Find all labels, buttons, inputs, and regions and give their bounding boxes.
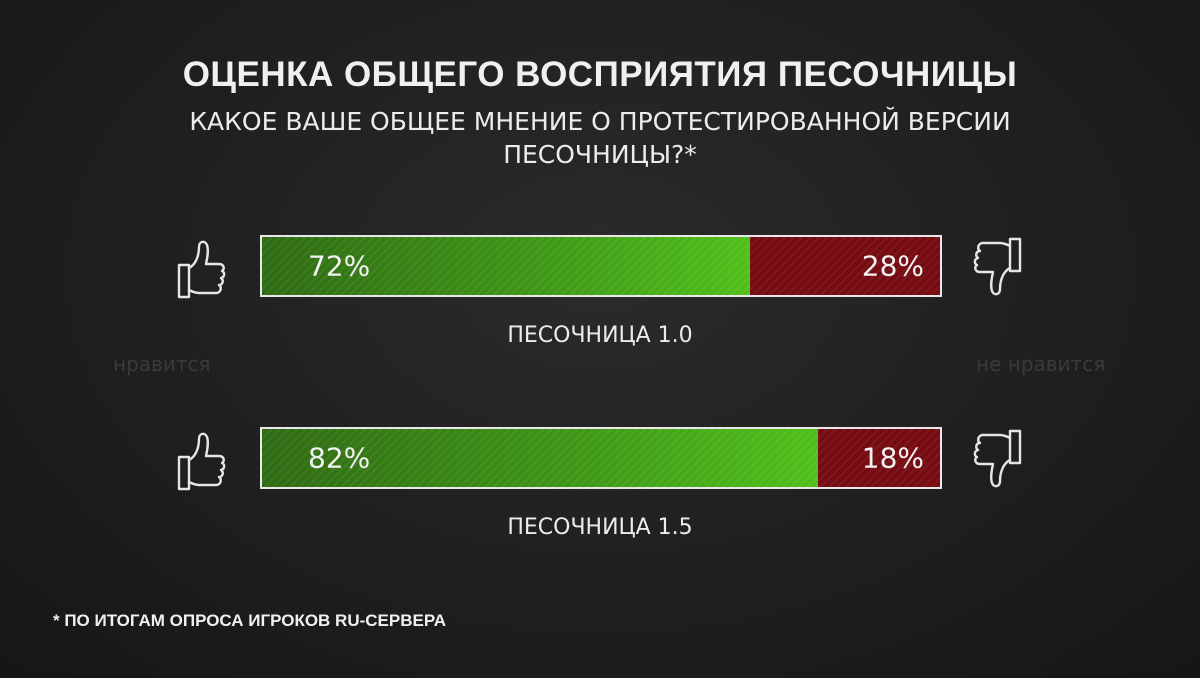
bar-segment-dislike: 28% [750,237,940,295]
thumbs-up-icon [175,427,227,493]
thumbs-down-icon [972,235,1024,301]
chart-subtitle: КАКОЕ ВАШЕ ОБЩЕЕ МНЕНИЕ О ПРОТЕСТИРОВАНН… [189,107,1011,169]
category-label: ПЕСОЧНИЦА 1.5 [507,515,693,540]
side-label-dislike: не нравится [976,352,1106,376]
data-label-like: 72% [308,249,371,283]
stacked-bar: 72% 28% [260,235,942,297]
thumbs-up-icon [175,235,227,301]
bar-segment-dislike: 18% [817,429,940,487]
data-label-like: 82% [308,441,371,475]
bar-row: 72% 28% [0,235,1200,299]
data-label-dislike: 28% [861,249,924,283]
bar-segment-like: 82% [262,429,818,487]
data-label-dislike: 18% [861,441,924,475]
bar-row: 82% 18% [0,427,1200,491]
bar-segment-like: 72% [262,237,751,295]
stacked-bar: 82% 18% [260,427,942,489]
footnote: * ПО ИТОГАМ ОПРОСА ИГРОКОВ RU-СЕРВЕРА [53,611,446,630]
thumbs-down-icon [972,427,1024,493]
category-label: ПЕСОЧНИЦА 1.0 [507,323,693,348]
chart-title: ОЦЕНКА ОБЩЕГО ВОСПРИЯТИЯ ПЕСОЧНИЦЫ [182,55,1018,94]
side-label-like: нравится [113,352,211,376]
